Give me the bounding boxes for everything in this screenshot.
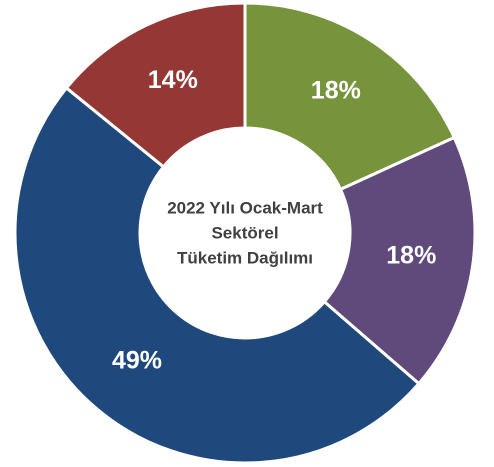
value-label: 18% xyxy=(311,76,361,104)
donut-segment xyxy=(322,135,477,386)
donut-segment xyxy=(13,85,421,465)
chart-title: Sektörel xyxy=(211,223,278,242)
value-label: 14% xyxy=(148,66,198,94)
chart-title: 2022 Yılı Ocak-Mart xyxy=(167,198,323,217)
chart-title: Tüketim Dağılımı xyxy=(177,248,313,267)
value-label: 18% xyxy=(386,242,436,270)
donut-segment xyxy=(64,1,247,169)
donut-segment xyxy=(243,1,457,192)
value-label: 49% xyxy=(112,346,162,374)
